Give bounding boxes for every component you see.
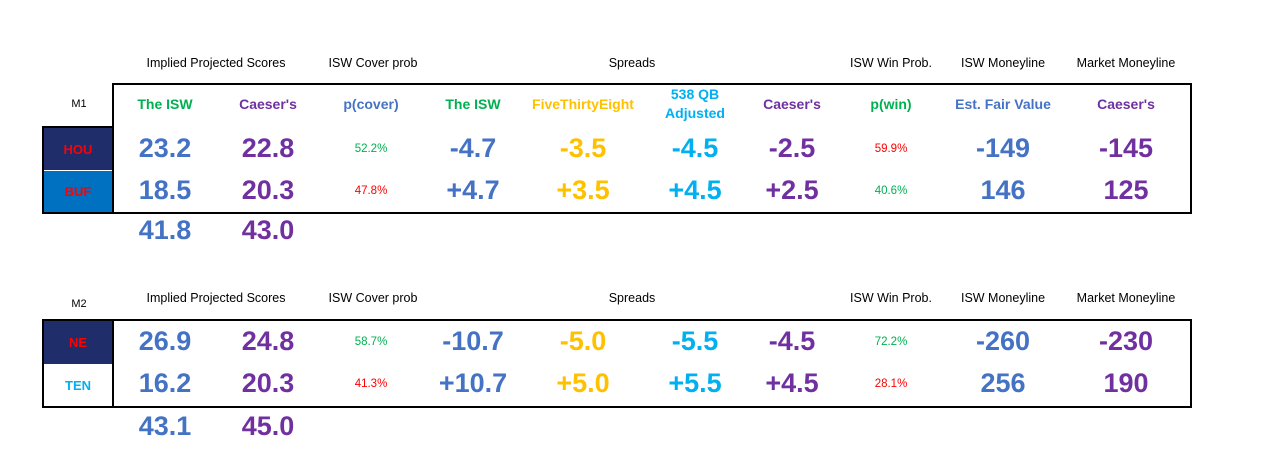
cover-prob: 58.7% bbox=[354, 336, 388, 348]
header-cover-prob: ISW Cover prob bbox=[328, 56, 418, 70]
subheader-538-qb-line2: Adjusted bbox=[665, 105, 725, 121]
spread-caesers: +4.5 bbox=[765, 368, 819, 398]
subheader-spread-caesers: Caeser's bbox=[763, 96, 821, 112]
spread-538-qb: -4.5 bbox=[671, 133, 719, 163]
win-prob: 72.2% bbox=[874, 336, 908, 348]
score-caesers: 20.3 bbox=[241, 368, 295, 398]
score-isw: 18.5 bbox=[138, 175, 192, 205]
market-moneyline: 190 bbox=[1103, 368, 1149, 398]
subheader-isw: The ISW bbox=[137, 96, 193, 112]
team-box bbox=[42, 126, 114, 214]
subheader-caesers: Caeser's bbox=[239, 96, 297, 112]
subheader-pwin: p(win) bbox=[870, 96, 912, 112]
score-caesers: 24.8 bbox=[241, 326, 295, 356]
win-prob: 28.1% bbox=[874, 378, 908, 390]
spread-caesers: -2.5 bbox=[768, 133, 816, 163]
spread-caesers: -4.5 bbox=[768, 326, 816, 356]
market-moneyline: 125 bbox=[1103, 175, 1149, 205]
spread-isw: -4.7 bbox=[449, 133, 497, 163]
score-caesers: 20.3 bbox=[241, 175, 295, 205]
total-caesers: 43.0 bbox=[241, 215, 295, 245]
cover-prob: 41.3% bbox=[354, 378, 388, 390]
total-isw: 43.1 bbox=[138, 411, 192, 441]
header-win-prob: ISW Win Prob. bbox=[850, 56, 932, 70]
header-market-moneyline: Market Moneyline bbox=[1076, 291, 1176, 305]
win-prob: 59.9% bbox=[874, 143, 908, 155]
team-cell-buf: BUF bbox=[44, 171, 112, 212]
spread-isw: -10.7 bbox=[442, 326, 504, 356]
total-caesers: 45.0 bbox=[241, 411, 295, 441]
cover-prob: 47.8% bbox=[354, 185, 388, 197]
fair-value: 256 bbox=[980, 368, 1026, 398]
subheader-fair-value: Est. Fair Value bbox=[955, 96, 1051, 112]
spread-isw: +10.7 bbox=[438, 368, 508, 398]
header-isw-moneyline: ISW Moneyline bbox=[960, 291, 1046, 305]
spread-538: -5.0 bbox=[559, 326, 607, 356]
header-implied-scores: Implied Projected Scores bbox=[146, 56, 286, 70]
spread-caesers: +2.5 bbox=[765, 175, 819, 205]
win-prob: 40.6% bbox=[874, 185, 908, 197]
score-isw: 16.2 bbox=[138, 368, 192, 398]
spread-isw: +4.7 bbox=[446, 175, 500, 205]
header-win-prob: ISW Win Prob. bbox=[850, 291, 932, 305]
header-market-moneyline: Market Moneyline bbox=[1076, 56, 1176, 70]
spread-538: +5.0 bbox=[556, 368, 610, 398]
subheader-538-qb: 538 QB Adjusted bbox=[665, 85, 725, 123]
spread-538: +3.5 bbox=[556, 175, 610, 205]
score-isw: 23.2 bbox=[138, 133, 192, 163]
team-cell-ten: TEN bbox=[44, 365, 112, 406]
fair-value: 146 bbox=[980, 175, 1026, 205]
spread-538-qb: -5.5 bbox=[671, 326, 719, 356]
score-isw: 26.9 bbox=[138, 326, 192, 356]
team-box bbox=[42, 319, 114, 408]
subheader-ml-caesers: Caeser's bbox=[1097, 96, 1155, 112]
spread-538: -3.5 bbox=[559, 133, 607, 163]
team-cell-hou: HOU bbox=[44, 128, 112, 170]
header-implied-scores: Implied Projected Scores bbox=[146, 291, 286, 305]
subheader-pcover: p(cover) bbox=[343, 96, 399, 112]
header-spreads: Spreads bbox=[608, 291, 656, 305]
market-moneyline: -230 bbox=[1098, 326, 1154, 356]
market-moneyline: -145 bbox=[1098, 133, 1154, 163]
spread-538-qb: +4.5 bbox=[668, 175, 722, 205]
header-cover-prob: ISW Cover prob bbox=[328, 291, 418, 305]
fair-value: -260 bbox=[975, 326, 1031, 356]
matchup-label: M1 bbox=[71, 98, 87, 110]
score-caesers: 22.8 bbox=[241, 133, 295, 163]
team-cell-ne: NE bbox=[44, 321, 112, 364]
header-spreads: Spreads bbox=[608, 56, 656, 70]
matchup-label: M2 bbox=[71, 298, 87, 310]
subheader-fivethirtyeight: FiveThirtyEight bbox=[532, 96, 634, 112]
header-isw-moneyline: ISW Moneyline bbox=[960, 56, 1046, 70]
spread-538-qb: +5.5 bbox=[668, 368, 722, 398]
subheader-538-qb-line1: 538 QB bbox=[670, 86, 720, 102]
total-isw: 41.8 bbox=[138, 215, 192, 245]
subheader-spread-isw: The ISW bbox=[445, 96, 501, 112]
cover-prob: 52.2% bbox=[354, 143, 388, 155]
fair-value: -149 bbox=[975, 133, 1031, 163]
